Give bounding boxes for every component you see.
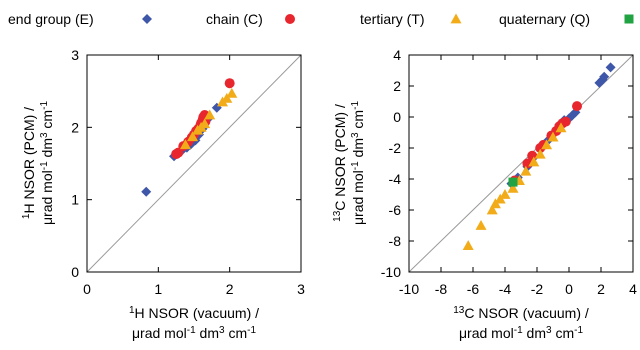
y-tick-label: -8 (389, 233, 402, 249)
data-point (541, 139, 553, 150)
legend-label: tertiary (T) (360, 11, 425, 27)
y-tick-label: 2 (71, 119, 79, 135)
data-point (508, 177, 518, 187)
data-point (221, 92, 233, 103)
plot-frame (86, 54, 302, 273)
data-point (520, 165, 532, 176)
circle-marker-icon (285, 14, 295, 24)
y-axis-label: 13C NSOR (PCM) / μrad mol-1 dm3 cm-1 (332, 101, 366, 225)
data-point (527, 150, 538, 161)
legend-label: quaternary (Q) (499, 11, 590, 27)
series-circle (171, 78, 235, 160)
x-tick-label: -2 (531, 281, 544, 297)
series-square (508, 177, 518, 187)
plot-13c: 13C NSOR (PCM) / μrad mol-1 dm3 cm-1 13C… (332, 47, 637, 341)
data-point (534, 148, 546, 159)
x-tick-label: -4 (499, 281, 512, 297)
y-tick-label: -6 (389, 202, 402, 218)
data-point (605, 62, 616, 73)
data-point (599, 71, 610, 82)
legend-label: chain (C) (206, 11, 263, 27)
y-tick-label: 0 (71, 264, 79, 280)
x-tick-label: 4 (629, 281, 637, 297)
y-axis-label: 1H NSOR (PCM) / μrad mol-1 dm3 cm-1 (21, 101, 55, 225)
legend-marker-square-icon (624, 14, 634, 24)
y-axis-label-line2: μrad mol-1 dm3 cm-1 (39, 101, 55, 225)
triangle-marker-icon (450, 13, 462, 24)
plot-frame (408, 54, 634, 273)
y-tick-label: 4 (393, 47, 401, 63)
x-tick-label: 1 (154, 281, 162, 297)
data-point (224, 78, 235, 89)
x-tick-label: -10 (399, 281, 419, 297)
data-point (560, 116, 571, 127)
data-point (555, 122, 567, 133)
y-tick-label: 1 (71, 192, 79, 208)
data-point (475, 220, 487, 230)
parity-line (86, 54, 302, 273)
x-axis-label-line2: μrad mol-1 dm3 cm-1 (459, 325, 583, 341)
diamond-marker-icon (142, 14, 152, 24)
x-tick-label: 2 (597, 281, 605, 297)
y-axis-label-line1: 1H NSOR (PCM) / (21, 107, 37, 219)
legend-item-tertiary: tertiary (T) (360, 11, 462, 27)
data-point (204, 109, 216, 120)
legend: end group (E) chain (C) tertiary (T) qua… (8, 11, 634, 27)
legend-item-chain: chain (C) (206, 11, 295, 27)
legend-label: end group (E) (8, 11, 94, 27)
x-tick-label: -6 (467, 281, 480, 297)
data-point (507, 182, 519, 193)
x-tick-label: 0 (83, 281, 91, 297)
plot-1h: 1H NSOR (PCM) / μrad mol-1 dm3 cm-1 1H N… (21, 47, 305, 341)
parity-line (408, 54, 634, 273)
x-axis-label-line1: 13C NSOR (vacuum) / (453, 305, 589, 321)
square-marker-icon (624, 14, 634, 24)
y-tick-label: 3 (71, 47, 79, 63)
x-axis-label: 1H NSOR (vacuum) / μrad mol-1 dm3 cm-1 (129, 305, 259, 341)
data-point (187, 131, 199, 142)
data-point (179, 139, 191, 150)
x-axis-label-line1: 1H NSOR (vacuum) / (129, 305, 259, 321)
data-point (141, 186, 152, 197)
data-point (462, 240, 474, 251)
data-point (199, 118, 211, 129)
data-point (547, 131, 559, 142)
y-tick-label: 2 (393, 78, 401, 94)
y-tick-label: -10 (381, 264, 401, 280)
data-point (499, 189, 511, 199)
y-axis-label-line2: μrad mol-1 dm3 cm-1 (350, 101, 366, 225)
x-axis-label-line2: μrad mol-1 dm3 cm-1 (132, 325, 256, 341)
data-point (226, 87, 238, 98)
y-axis-label-line1: 13C NSOR (PCM) / (332, 104, 348, 222)
x-tick-label: 3 (297, 281, 305, 297)
data-point (486, 204, 498, 215)
series-triangle (179, 87, 238, 150)
legend-item-end-group: end group (E) (8, 11, 152, 27)
legend-marker-triangle-icon (450, 13, 462, 24)
y-tick-label: -4 (389, 171, 402, 187)
x-tick-label: 2 (226, 281, 234, 297)
x-tick-label: 0 (565, 281, 573, 297)
x-axis-label: 13C NSOR (vacuum) / μrad mol-1 dm3 cm-1 (453, 305, 589, 341)
legend-marker-circle-icon (285, 14, 295, 24)
y-tick-label: 0 (393, 109, 401, 125)
data-point (572, 101, 582, 112)
legend-item-quaternary: quaternary (Q) (499, 11, 634, 27)
legend-marker-diamond-icon (142, 14, 152, 24)
y-tick-label: -2 (389, 140, 402, 156)
data-point (528, 156, 540, 167)
x-tick-label: -8 (435, 281, 448, 297)
